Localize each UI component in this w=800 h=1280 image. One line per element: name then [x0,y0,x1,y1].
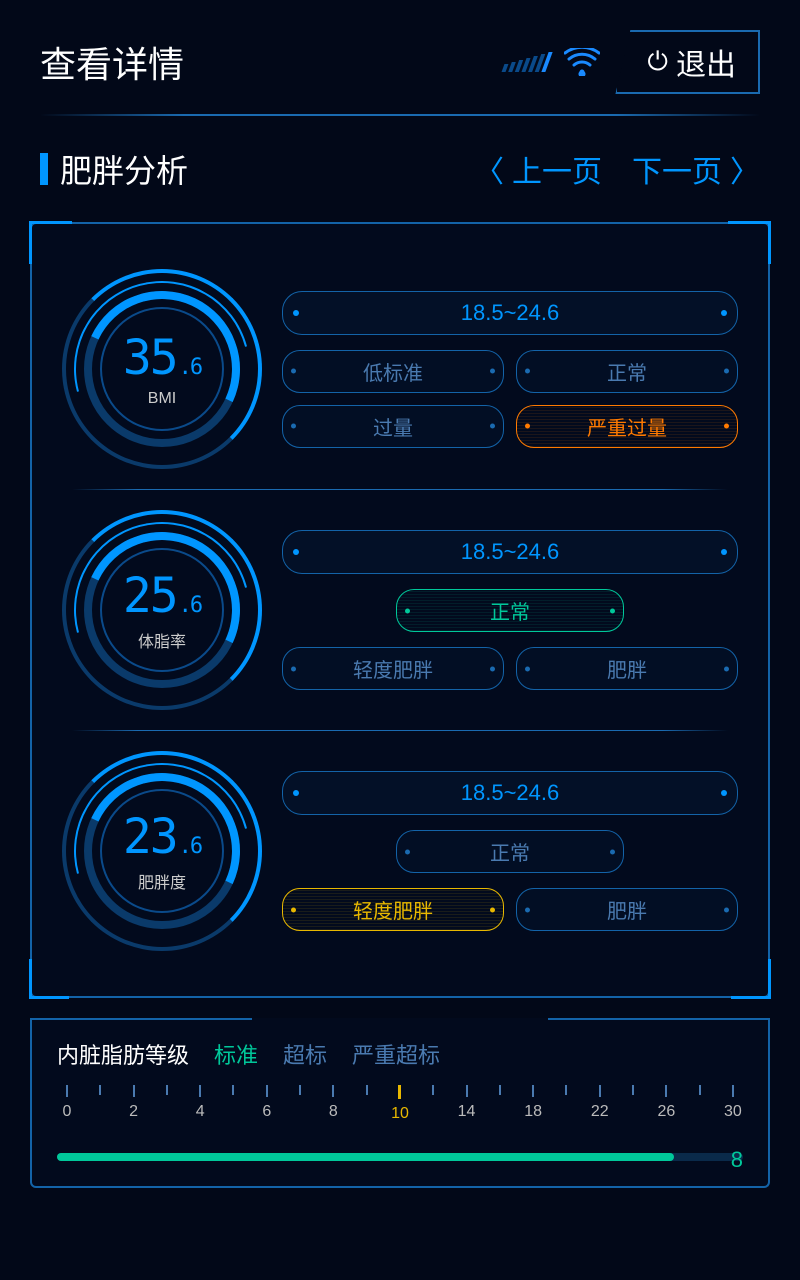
visceral-progress: 8 [57,1153,743,1161]
tick: 18 [523,1085,543,1123]
wifi-icon [564,48,600,76]
progress-fill [57,1153,674,1161]
tick: 26 [656,1085,676,1123]
legend-severe: 严重超标 [352,1038,440,1070]
tick: 14 [457,1085,477,1123]
section-header: 肥胖分析 〈 上一页 下一页 〉 [0,116,800,212]
tick: 0 [57,1085,77,1123]
chevron-left-icon: 〈 [474,147,504,191]
range-pill: 18.5~24.6 [282,771,738,815]
next-label: 下一页 [632,147,722,191]
gauge-肥胖度: 23.6 肥胖度 [62,751,262,951]
tick: 10 [390,1085,410,1123]
metric-right: 18.5~24.6 正常轻度肥胖肥胖 [282,530,738,690]
metric-right: 18.5~24.6 正常轻度肥胖肥胖 [282,771,738,931]
power-icon: ⏻ [647,46,668,78]
gauge-value: 25.6 [123,568,201,624]
tick: 4 [190,1085,210,1123]
legend-over: 超标 [283,1038,327,1070]
visceral-value: 8 [731,1147,743,1173]
tick: 6 [257,1085,277,1123]
gauge-BMI: 35.6 BMI [62,269,262,469]
status-pill: 肥胖 [516,888,738,931]
status-pill: 正常 [516,350,738,393]
status-pill: 正常 [396,589,624,632]
prev-button[interactable]: 〈 上一页 [474,147,602,191]
gauge-label: 肥胖度 [138,869,186,893]
status-pill: 肥胖 [516,647,738,690]
tick: 22 [590,1085,610,1123]
header-right: ⏻ 退出 [503,30,760,94]
status-pill: 正常 [396,830,624,873]
tick: 8 [323,1085,343,1123]
section-title: 肥胖分析 [40,146,188,192]
logout-button[interactable]: ⏻ 退出 [615,30,760,94]
pagination: 〈 上一页 下一页 〉 [474,147,760,191]
legend-standard: 标准 [214,1038,258,1070]
status-pill: 轻度肥胖 [282,888,504,931]
status-pill: 低标准 [282,350,504,393]
gauge-label: 体脂率 [138,628,186,652]
visceral-panel: 内脏脂肪等级 标准 超标 严重超标 0 2 4 6 8 10 14 18 22 … [30,1018,770,1188]
tick: 2 [124,1085,144,1123]
visceral-title: 内脏脂肪等级 [57,1038,189,1070]
header: 查看详情 ⏻ 退出 [0,0,800,114]
gauge-value: 35.6 [123,330,201,386]
range-pill: 18.5~24.6 [282,530,738,574]
chevron-right-icon: 〉 [730,147,760,191]
visceral-scale: 0 2 4 6 8 10 14 18 22 26 30 [57,1085,743,1135]
tick: 30 [723,1085,743,1123]
divider [72,730,728,731]
next-button[interactable]: 下一页 〉 [632,147,760,191]
main-panel: 35.6 BMI 18.5~24.6低标准正常过量严重过量 25.6 体脂率 1… [30,222,770,998]
gauge-value: 23.6 [123,809,201,865]
gauge-label: BMI [148,390,176,408]
metric-row-体脂率: 25.6 体脂率 18.5~24.6 正常轻度肥胖肥胖 [52,495,748,725]
divider [72,489,728,490]
metric-right: 18.5~24.6 低标准正常过量严重过量 [282,291,738,448]
status-pill: 严重过量 [516,405,738,448]
logout-label: 退出 [676,40,736,84]
signal-icon [503,52,549,72]
metric-row-BMI: 35.6 BMI 18.5~24.6 低标准正常过量严重过量 [52,254,748,484]
metric-row-肥胖度: 23.6 肥胖度 18.5~24.6 正常轻度肥胖肥胖 [52,736,748,966]
visceral-header: 内脏脂肪等级 标准 超标 严重超标 [57,1038,743,1070]
range-pill: 18.5~24.6 [282,291,738,335]
prev-label: 上一页 [512,147,602,191]
status-pill: 轻度肥胖 [282,647,504,690]
page-title: 查看详情 [40,36,184,88]
status-pill: 过量 [282,405,504,448]
gauge-体脂率: 25.6 体脂率 [62,510,262,710]
